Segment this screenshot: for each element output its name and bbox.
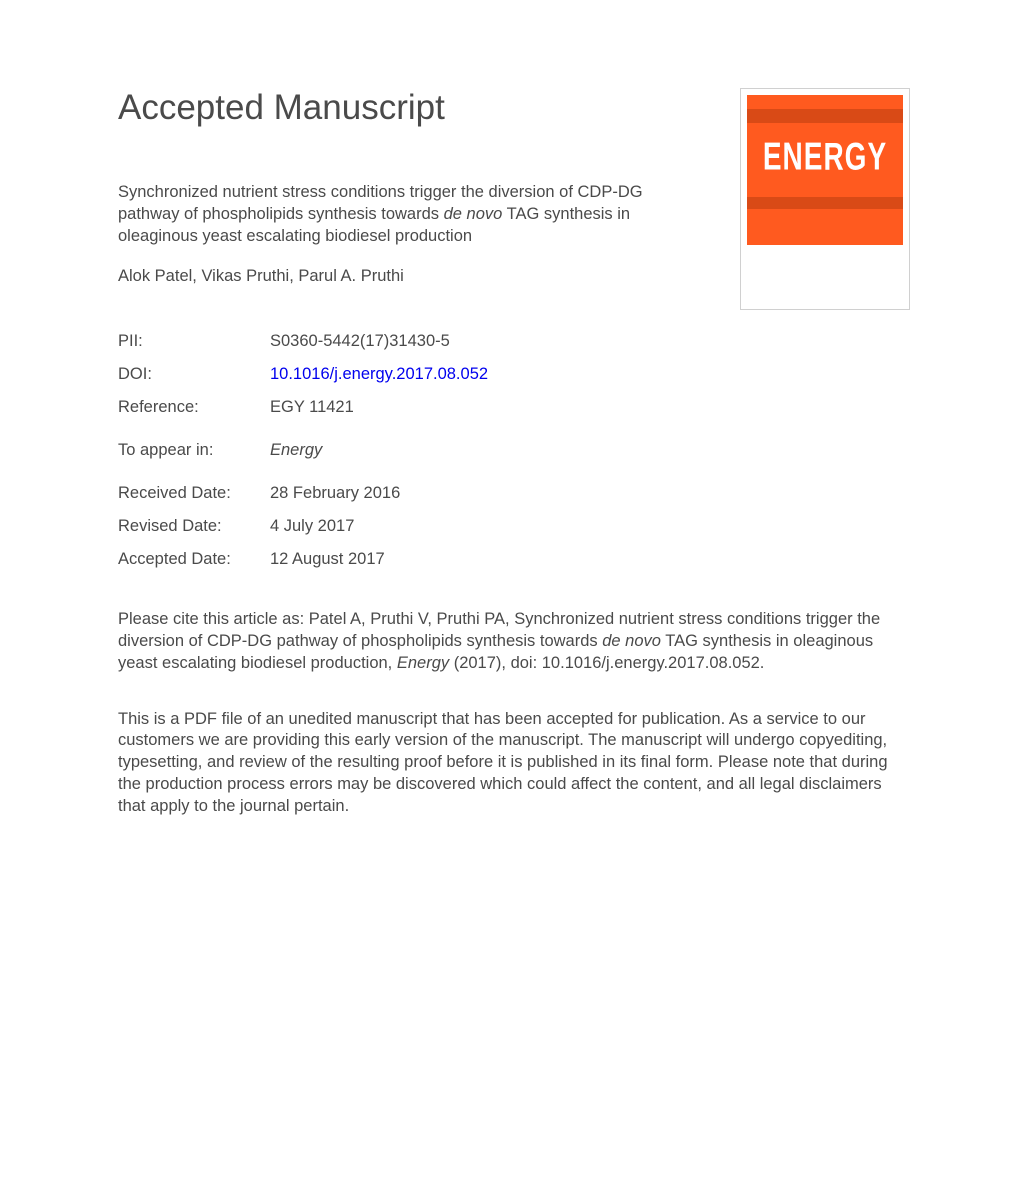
meta-label-pii: PII: bbox=[118, 332, 270, 351]
manuscript-page: ENERGY Accepted Manuscript Synchronized … bbox=[0, 0, 1020, 877]
journal-cover-title: ENERGY bbox=[747, 135, 903, 180]
meta-row-accepted: Accepted Date: 12 August 2017 bbox=[118, 550, 910, 569]
meta-label-to-appear: To appear in: bbox=[118, 441, 270, 460]
article-title: Synchronized nutrient stress conditions … bbox=[118, 182, 708, 247]
meta-value-reference: EGY 11421 bbox=[270, 398, 354, 417]
disclaimer-text: This is a PDF file of an unedited manusc… bbox=[118, 709, 910, 818]
meta-row-to-appear: To appear in: Energy bbox=[118, 441, 910, 460]
meta-value-doi-link[interactable]: 10.1016/j.energy.2017.08.052 bbox=[270, 365, 488, 384]
citation-italic2: Energy bbox=[397, 654, 449, 672]
journal-cover-stripe-top bbox=[747, 109, 903, 123]
meta-value-received: 28 February 2016 bbox=[270, 484, 400, 503]
meta-value-revised: 4 July 2017 bbox=[270, 517, 354, 536]
meta-value-accepted: 12 August 2017 bbox=[270, 550, 385, 569]
meta-row-pii: PII: S0360-5442(17)31430-5 bbox=[118, 332, 910, 351]
journal-cover-image: ENERGY bbox=[747, 95, 903, 245]
meta-label-accepted: Accepted Date: bbox=[118, 550, 270, 569]
meta-row-reference: Reference: EGY 11421 bbox=[118, 398, 910, 417]
citation-text: Please cite this article as: Patel A, Pr… bbox=[118, 609, 910, 674]
meta-value-to-appear: Energy bbox=[270, 441, 322, 460]
meta-row-revised: Revised Date: 4 July 2017 bbox=[118, 517, 910, 536]
meta-label-revised: Revised Date: bbox=[118, 517, 270, 536]
article-title-italic: de novo bbox=[444, 205, 503, 223]
meta-value-pii: S0360-5442(17)31430-5 bbox=[270, 332, 450, 351]
metadata-table: PII: S0360-5442(17)31430-5 DOI: 10.1016/… bbox=[118, 332, 910, 569]
meta-row-received: Received Date: 28 February 2016 bbox=[118, 484, 910, 503]
meta-label-doi: DOI: bbox=[118, 365, 270, 384]
citation-italic1: de novo bbox=[602, 632, 661, 650]
citation-part3: (2017), doi: 10.1016/j.energy.2017.08.05… bbox=[449, 654, 764, 672]
meta-label-received: Received Date: bbox=[118, 484, 270, 503]
meta-label-reference: Reference: bbox=[118, 398, 270, 417]
journal-cover-stripe-bottom bbox=[747, 197, 903, 209]
journal-cover-thumbnail: ENERGY bbox=[740, 88, 910, 310]
meta-row-doi: DOI: 10.1016/j.energy.2017.08.052 bbox=[118, 365, 910, 384]
